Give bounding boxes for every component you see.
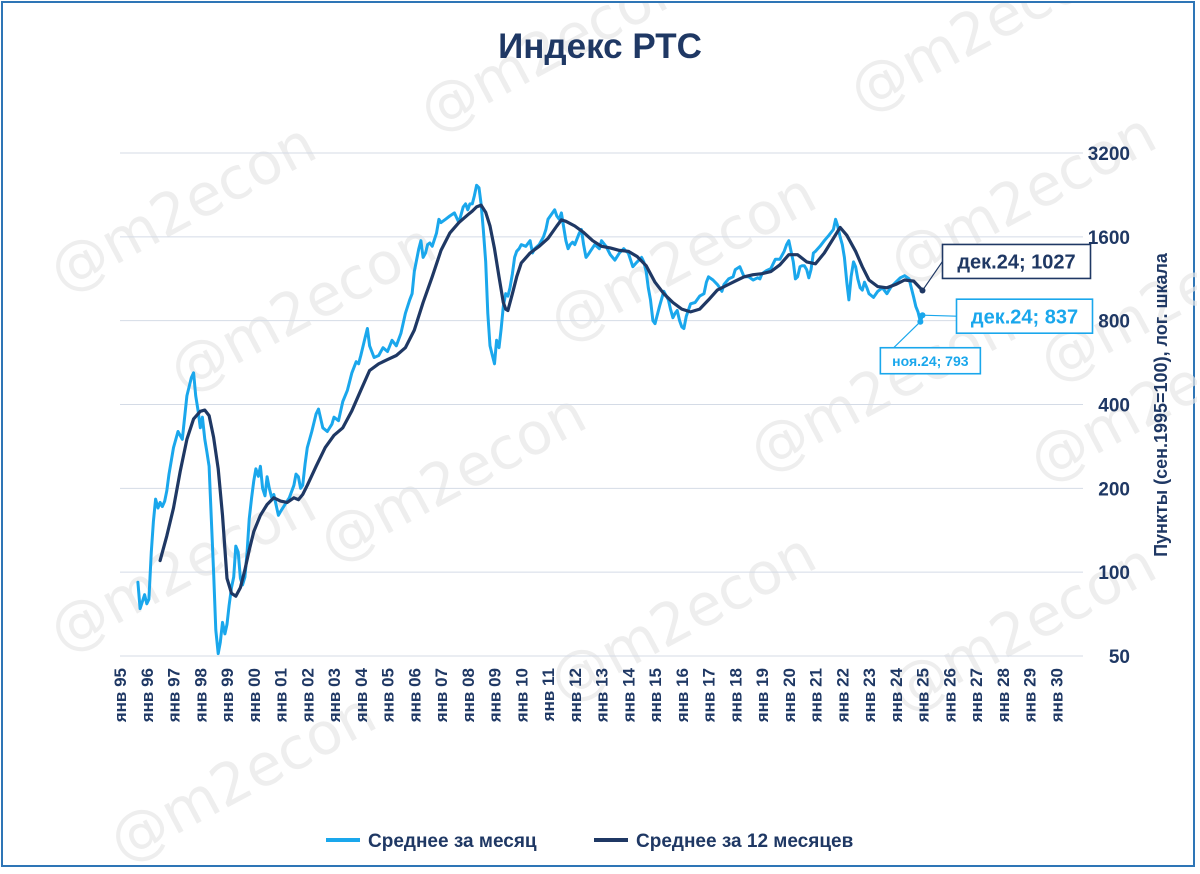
x-tick-label: янв 30 — [1047, 668, 1066, 723]
x-tick-label: янв 05 — [379, 668, 398, 723]
x-tick-label: янв 11 — [539, 668, 558, 722]
data-point-marker — [919, 312, 926, 319]
watermark-text: @m2econ — [38, 469, 327, 666]
legend-item: Среднее за месяц — [326, 831, 537, 852]
legend-label: Среднее за 12 месяцев — [636, 831, 853, 852]
x-tick-label: янв 17 — [700, 668, 719, 723]
callout-box — [941, 243, 1092, 280]
watermark-text: @m2econ — [308, 379, 597, 576]
watermark-layer: @m2econ@m2econ @m2econ@m2econ @m2econ @m2ec… — [38, 0, 1200, 874]
callout-leader-line — [922, 261, 943, 291]
x-tick-label: янв 10 — [512, 668, 531, 723]
data-point-marker — [919, 287, 926, 294]
x-tick-label: янв 16 — [673, 668, 692, 723]
x-tick-label: янв 24 — [887, 667, 906, 723]
x-tick-label: янв 21 — [807, 668, 826, 723]
x-tick-label: янв 20 — [780, 668, 799, 723]
x-tick-label: янв 06 — [405, 668, 424, 723]
y-tick-label: 400 — [1098, 396, 1130, 417]
y-tick-label: 50 — [1109, 647, 1130, 668]
x-tick-label: янв 99 — [218, 668, 237, 723]
y-tick-labels: 50 100 200 400 800 1600 3200 — [1088, 144, 1130, 668]
x-tick-label: янв 95 — [111, 668, 130, 723]
x-tick-label: янв 26 — [940, 668, 959, 723]
callout-box — [955, 298, 1094, 334]
x-tick-label: янв 18 — [726, 668, 745, 723]
watermark-text: @m2econ — [158, 209, 447, 406]
data-label-callout: дек.24; 1027 — [919, 243, 1092, 294]
x-tick-label: янв 13 — [593, 668, 612, 723]
x-tick-label: янв 03 — [325, 668, 344, 723]
y-axis-label: Пункты (сен.1995=100), лог. шкала — [1151, 252, 1171, 557]
y-tick-label: 200 — [1098, 479, 1130, 500]
series-line-monthly — [136, 183, 924, 656]
x-tick-label: янв 23 — [860, 668, 879, 723]
callout-leader-line — [922, 314, 957, 317]
legend-label: Среднее за месяц — [368, 831, 537, 852]
x-tick-label: янв 04 — [352, 667, 371, 723]
x-tick-label: янв 15 — [646, 668, 665, 723]
x-tick-label: янв 28 — [994, 668, 1013, 723]
y-tick-label: 800 — [1098, 312, 1130, 333]
x-tick-label: янв 19 — [753, 668, 772, 723]
x-tick-label: янв 22 — [833, 668, 852, 723]
rts-index-chart: @m2econ@m2econ @m2econ@m2econ @m2econ @m2ec… — [38, 0, 1200, 874]
x-tick-label: янв 00 — [245, 668, 264, 723]
watermark-text: @m2econ — [838, 3, 1127, 125]
x-tick-labels: янв 95 янв 96 янв 97 янв 98 янв 99 янв 00 янв … — [111, 667, 1066, 723]
y-tick-label: 3200 — [1088, 144, 1130, 165]
y-tick-label: 1600 — [1088, 228, 1130, 249]
series-layer — [136, 183, 925, 656]
watermark-text: @m2econ — [408, 3, 697, 145]
annotations-layer: дек.24; 1027 дек.24; 837 ноя.24; 793 — [879, 243, 1094, 375]
watermark-text: @m2econ — [38, 109, 327, 306]
x-tick-label: янв 07 — [432, 668, 451, 723]
x-tick-label: янв 02 — [298, 668, 317, 723]
x-tick-label: янв 25 — [914, 668, 933, 723]
legend: Среднее за месяц Среднее за 12 месяцев — [326, 831, 853, 852]
x-tick-label: янв 12 — [566, 668, 585, 723]
y-tick-label: 100 — [1098, 563, 1130, 584]
x-tick-label: янв 14 — [619, 667, 638, 723]
x-tick-label: янв 96 — [138, 668, 157, 723]
x-tick-label: янв 01 — [272, 668, 291, 723]
data-label-callout: дек.24; 837 — [919, 298, 1094, 334]
data-label: дек.24; 837 — [971, 306, 1078, 328]
data-label: ноя.24; 793 — [892, 353, 969, 369]
data-label: дек.24; 1027 — [957, 252, 1075, 274]
x-tick-label: янв 97 — [165, 668, 184, 723]
data-label-callout: ноя.24; 793 — [879, 318, 982, 375]
x-tick-label: янв 98 — [191, 668, 210, 723]
chart-title: Индекс РТС — [498, 27, 702, 66]
x-tick-label: янв 29 — [1021, 668, 1040, 723]
data-point-marker — [917, 318, 924, 325]
x-tick-label: янв 27 — [967, 668, 986, 723]
legend-item: Среднее за 12 месяцев — [594, 831, 853, 852]
callout-box — [879, 346, 982, 375]
x-tick-label: янв 08 — [459, 668, 478, 723]
series-line-12m — [158, 203, 925, 598]
x-tick-label: янв 09 — [486, 668, 505, 723]
